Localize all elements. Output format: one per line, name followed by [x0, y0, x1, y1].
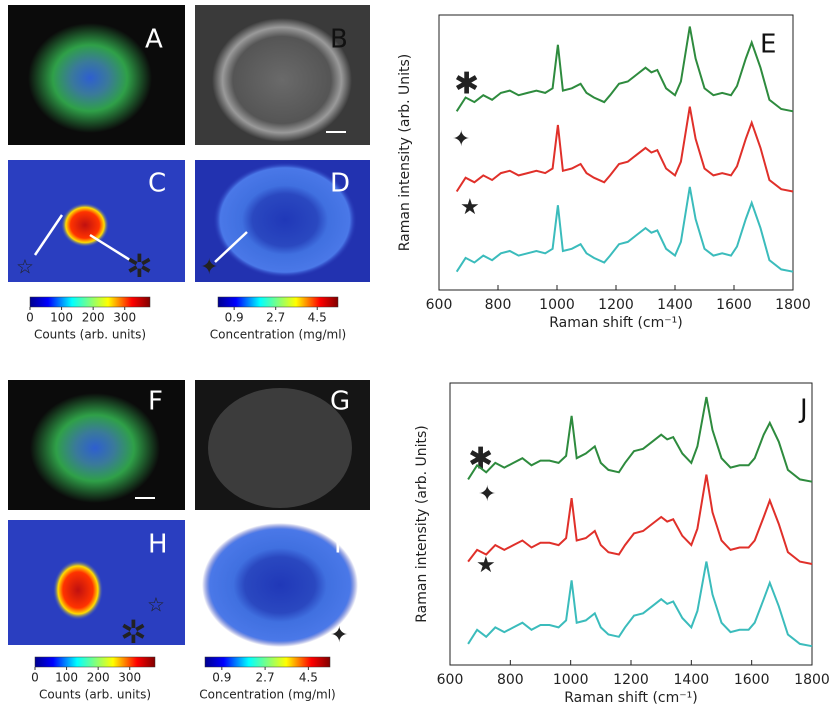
ring	[213, 162, 357, 278]
series-line	[455, 26, 794, 113]
colorbar-tick-label: 0	[31, 671, 39, 685]
colorbar-tick-label: 0	[26, 311, 34, 325]
x-tick-label: 1800	[775, 297, 811, 313]
panel-label: A	[145, 25, 163, 55]
svg-text:✦: ✦	[452, 127, 470, 152]
panel-label: D	[330, 169, 350, 199]
x-axis-label: Raman shift (cm⁻¹)	[549, 315, 682, 331]
colorbar-tick-label: 4.5	[299, 671, 318, 685]
x-tick-label: 1000	[553, 672, 589, 688]
ring	[202, 523, 358, 647]
panel-label: E	[760, 30, 776, 60]
x-tick-label: 1600	[734, 672, 770, 688]
panel-label: C	[148, 169, 166, 199]
svg-text:✲: ✲	[126, 247, 153, 285]
series-line	[455, 106, 794, 193]
colorbar-label: Counts (arb. units)	[39, 688, 151, 702]
x-tick-label: 600	[426, 297, 453, 313]
cell	[208, 388, 352, 508]
colorbar-tick-label: 100	[50, 311, 73, 325]
cell	[212, 18, 352, 142]
colorbar-label: Counts (arb. units)	[34, 328, 146, 342]
panel-label: H	[148, 530, 168, 560]
svg-text:✦: ✦	[200, 255, 218, 280]
x-tick-label: 1800	[794, 672, 830, 688]
y-axis-label: Raman intensity (arb. Units)	[414, 425, 430, 623]
colorbar-tick-label: 200	[87, 671, 110, 685]
x-tick-label: 1600	[716, 297, 752, 313]
x-tick-label: 600	[437, 672, 464, 688]
x-axis-label: Raman shift (cm⁻¹)	[564, 690, 697, 706]
colorbar	[204, 656, 331, 668]
colorbar-label: Concentration (mg/ml)	[199, 688, 335, 702]
svg-text:☆: ☆	[16, 255, 34, 279]
svg-text:✱: ✱	[454, 67, 479, 102]
x-tick-label: 800	[497, 672, 524, 688]
colorbar-tick-label: 0.9	[225, 311, 244, 325]
series-line	[467, 396, 813, 483]
colorbar-tick-label: 200	[82, 311, 105, 325]
colorbar-tick-label: 300	[118, 671, 141, 685]
colorbar	[217, 296, 339, 308]
svg-text:✦: ✦	[330, 623, 348, 648]
y-axis-label: Raman intensity (arb. Units)	[397, 54, 413, 252]
panel-label: F	[148, 387, 163, 417]
plot-frame	[449, 382, 813, 666]
panel-label: B	[330, 25, 348, 55]
colorbar-tick-label: 300	[113, 311, 136, 325]
svg-text:✲: ✲	[120, 613, 147, 651]
x-tick-label: 1200	[598, 297, 634, 313]
cell	[30, 393, 160, 503]
colorbar-tick-label: 4.5	[308, 311, 327, 325]
colorbar-tick-label: 2.7	[256, 671, 275, 685]
hotspot	[61, 203, 109, 247]
colorbar	[29, 296, 151, 308]
colorbar-tick-label: 100	[55, 671, 78, 685]
svg-text:★: ★	[476, 553, 496, 578]
x-tick-label: 800	[485, 297, 512, 313]
colorbar-label: Concentration (mg/ml)	[210, 328, 346, 342]
colorbar	[34, 656, 156, 668]
svg-text:✦: ✦	[478, 482, 496, 507]
svg-text:★: ★	[460, 195, 480, 220]
series-line	[467, 561, 813, 648]
x-tick-label: 1400	[674, 672, 710, 688]
panel-label: J	[798, 395, 808, 425]
cell	[28, 23, 152, 133]
x-tick-label: 1200	[613, 672, 649, 688]
panel-label: I	[334, 530, 342, 560]
svg-text:☆: ☆	[147, 593, 165, 617]
x-tick-label: 1000	[539, 297, 575, 313]
colorbar-tick-label: 0.9	[212, 671, 231, 685]
hotspot	[53, 560, 103, 620]
colorbar-tick-label: 2.7	[266, 311, 285, 325]
svg-text:✱: ✱	[468, 442, 493, 477]
markers: ✱ ✦ ★ ✱ ✦ ★ ☆ ✲ ✦ ☆ ✲ ✦	[16, 67, 496, 652]
panel-label: G	[330, 387, 350, 417]
x-tick-label: 1400	[657, 297, 693, 313]
series-line	[467, 474, 813, 565]
series-line	[455, 186, 794, 273]
